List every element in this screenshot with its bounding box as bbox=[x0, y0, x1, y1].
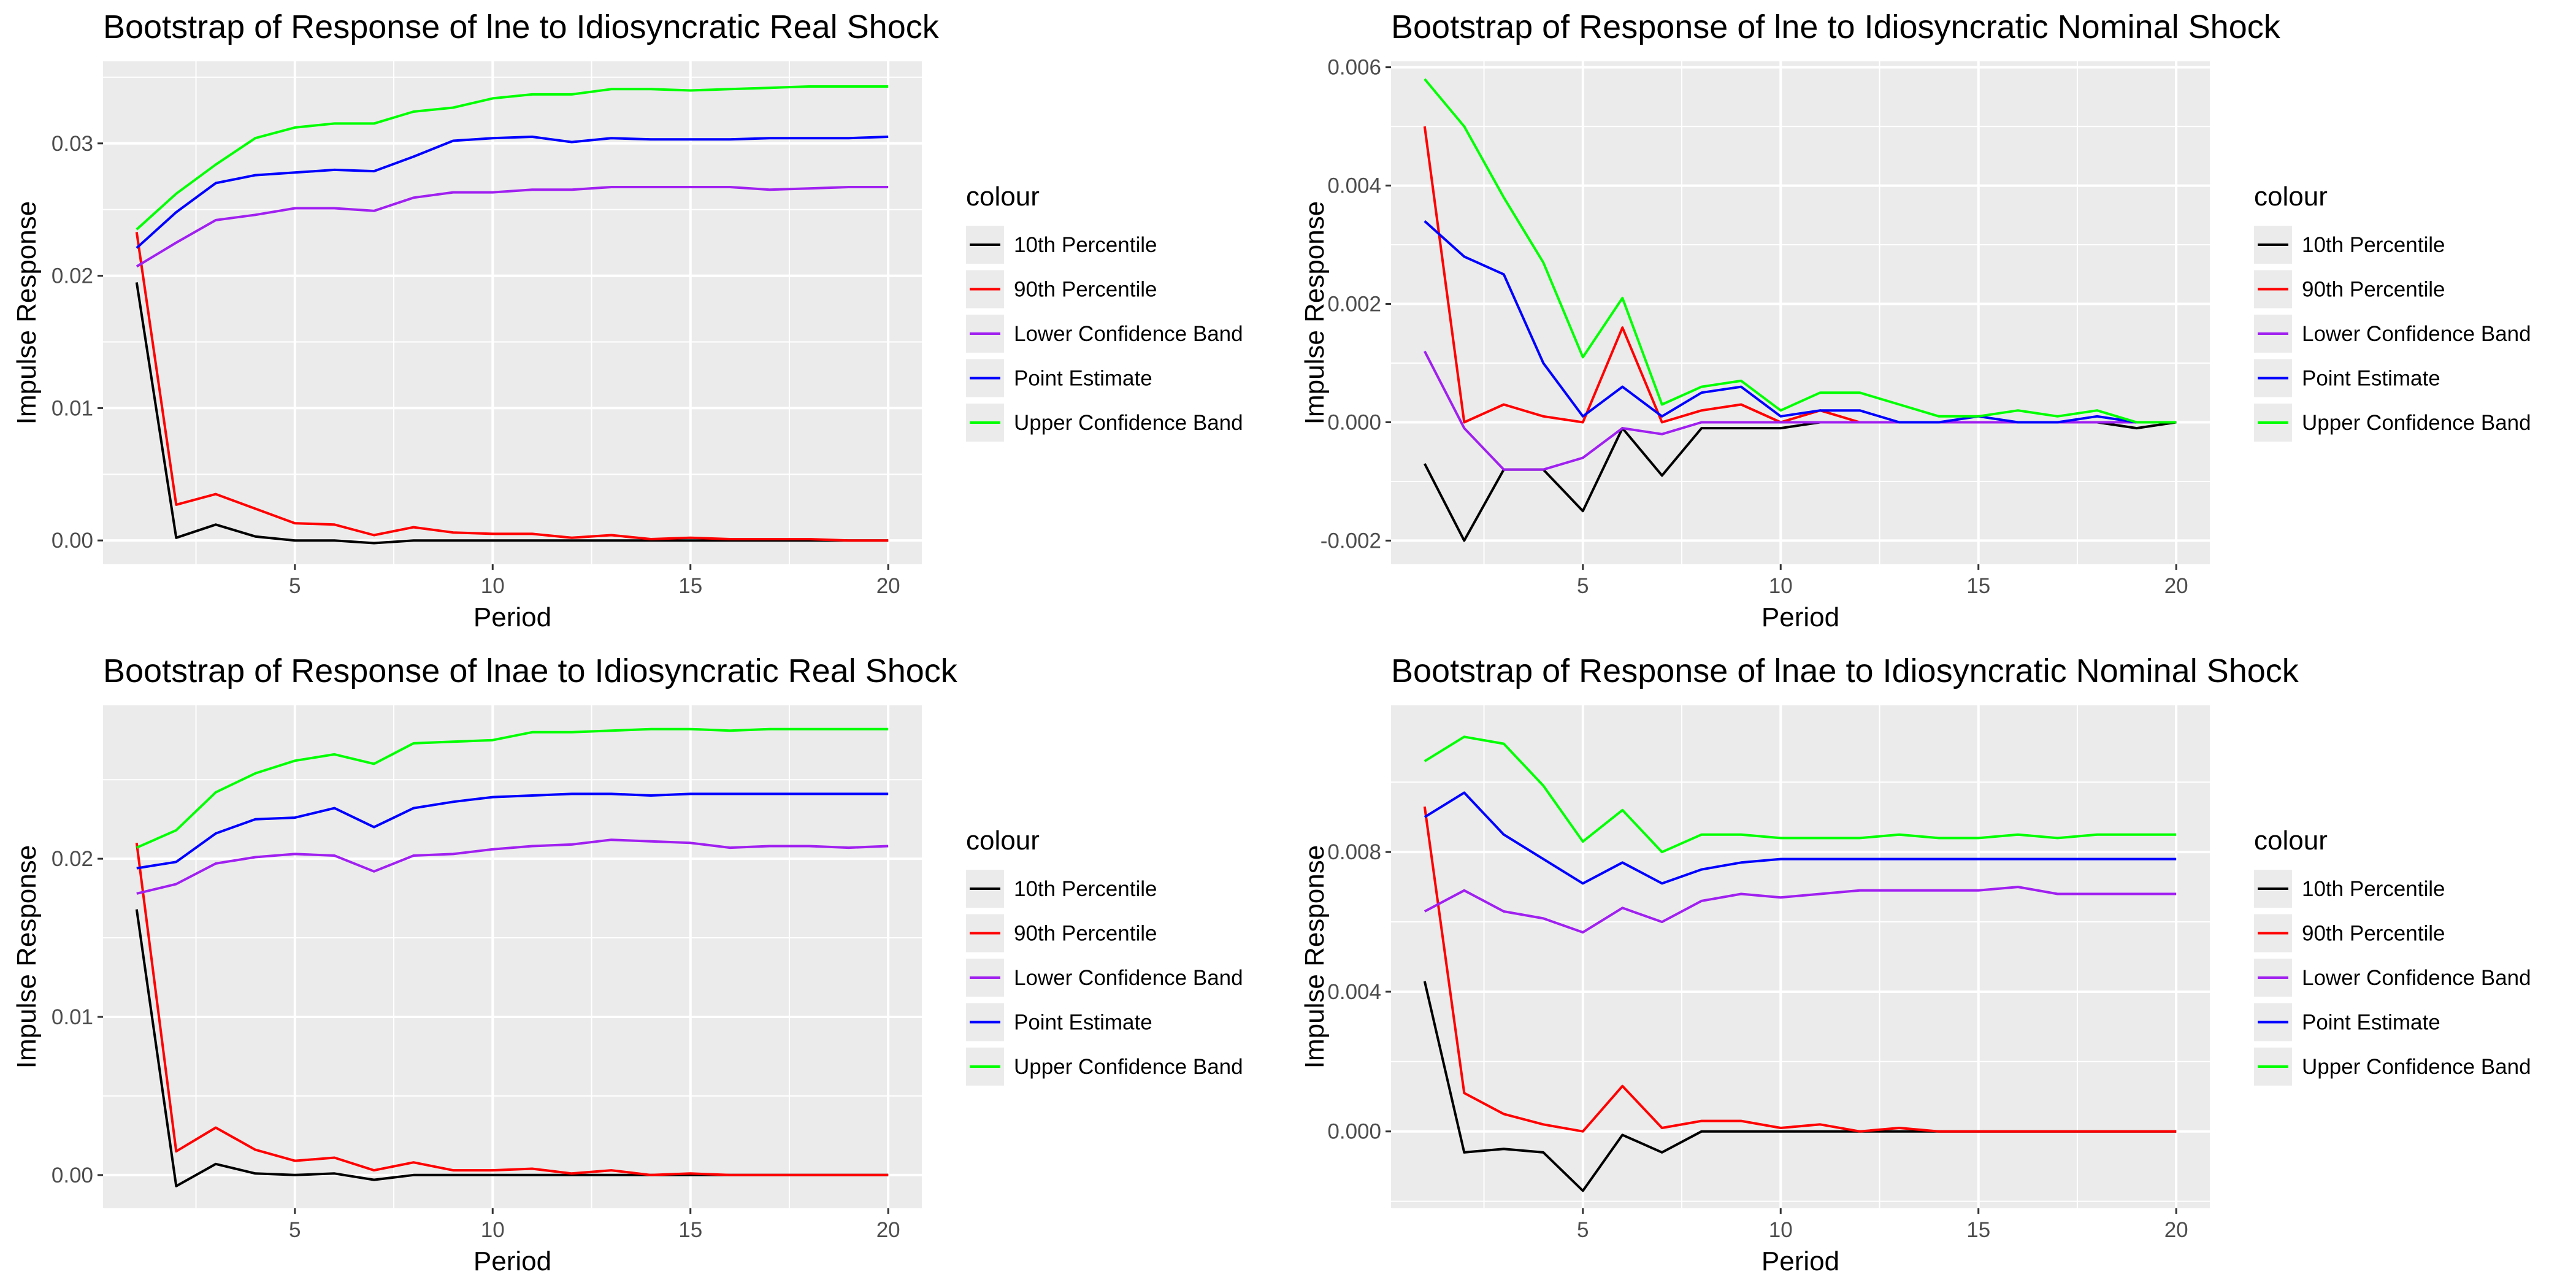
x-tick-label: 15 bbox=[678, 574, 702, 598]
x-tick-label: 10 bbox=[1769, 574, 1793, 598]
legend-title: colour bbox=[2254, 182, 2328, 212]
x-axis-title: Period bbox=[1761, 1246, 1839, 1276]
series-line-upper-confidence-band bbox=[1424, 78, 2177, 424]
x-axis-title: Period bbox=[473, 602, 551, 632]
chart-panel-lnae-real: Bootstrap of Response of lnae to Idiosyn… bbox=[0, 644, 1288, 1288]
y-tick-label: 0.00 bbox=[52, 529, 93, 553]
legend-label: 10th Percentile bbox=[1014, 877, 1157, 901]
y-tick-label: 0.02 bbox=[52, 264, 93, 288]
legend-title: colour bbox=[966, 826, 1040, 856]
y-tick-label: 0.006 bbox=[1327, 56, 1381, 80]
series-line-upper-confidence-band bbox=[1424, 735, 2177, 854]
x-axis-title: Period bbox=[473, 1246, 551, 1276]
x-tick-label: 20 bbox=[876, 574, 900, 598]
chart-panel-lnae-nominal: Bootstrap of Response of lnae to Idiosyn… bbox=[1288, 644, 2576, 1288]
chart-svg: Bootstrap of Response of lnae to Idiosyn… bbox=[12, 653, 1243, 1276]
x-tick-label: 15 bbox=[1966, 574, 1990, 598]
x-tick-label: 10 bbox=[1769, 1218, 1793, 1242]
series-line-90th-percentile bbox=[1423, 806, 2177, 1133]
y-tick-label: 0.008 bbox=[1327, 840, 1381, 864]
series-line-lower-confidence-band bbox=[1424, 886, 2177, 934]
x-tick-label: 5 bbox=[289, 1218, 301, 1242]
legend-label: 90th Percentile bbox=[2302, 278, 2445, 302]
chart-title: Bootstrap of Response of lne to Idiosync… bbox=[1391, 9, 2281, 45]
x-tick-label: 20 bbox=[2164, 1218, 2188, 1242]
series-line-90th-percentile bbox=[135, 232, 889, 542]
series-line-10th-percentile bbox=[135, 282, 889, 545]
series-line-upper-confidence-band bbox=[136, 85, 889, 231]
chart-title: Bootstrap of Response of lnae to Idiosyn… bbox=[103, 653, 958, 689]
legend-label: 90th Percentile bbox=[1014, 278, 1157, 302]
y-tick-label: 0.000 bbox=[1327, 410, 1381, 434]
legend-label: Lower Confidence Band bbox=[1014, 322, 1243, 346]
legend-label: 90th Percentile bbox=[2302, 922, 2445, 946]
y-axis-title: Impulse Response bbox=[12, 845, 42, 1068]
legend-label: Point Estimate bbox=[1014, 1011, 1152, 1035]
series-line-lower-confidence-band bbox=[136, 838, 889, 895]
chart-panel-lne-nominal: Bootstrap of Response of lne to Idiosync… bbox=[1288, 0, 2576, 644]
legend-label: Lower Confidence Band bbox=[1014, 966, 1243, 990]
legend-title: colour bbox=[966, 182, 1040, 212]
y-tick-label: 0.000 bbox=[1327, 1120, 1381, 1144]
chart-svg: Bootstrap of Response of lnae to Idiosyn… bbox=[1300, 653, 2531, 1276]
legend-label: 10th Percentile bbox=[2302, 877, 2445, 901]
plot-background bbox=[103, 61, 922, 564]
x-tick-label: 5 bbox=[289, 574, 301, 598]
legend-label: Upper Confidence Band bbox=[1014, 411, 1243, 435]
legend-label: Upper Confidence Band bbox=[2302, 1055, 2531, 1079]
chart-title: Bootstrap of Response of lne to Idiosync… bbox=[103, 9, 940, 45]
x-tick-label: 5 bbox=[1577, 1218, 1589, 1242]
legend-label: Point Estimate bbox=[1014, 367, 1152, 391]
legend-label: Point Estimate bbox=[2302, 367, 2440, 391]
y-axis-title: Impulse Response bbox=[1300, 201, 1330, 424]
series-line-point-estimate bbox=[136, 136, 889, 249]
plot-background bbox=[1391, 705, 2210, 1208]
y-tick-label: 0.01 bbox=[52, 396, 93, 420]
series-line-point-estimate bbox=[1424, 791, 2177, 885]
legend-title: colour bbox=[2254, 826, 2328, 856]
legend-label: 10th Percentile bbox=[2302, 233, 2445, 257]
x-tick-label: 20 bbox=[876, 1218, 900, 1242]
legend-label: 10th Percentile bbox=[1014, 233, 1157, 257]
y-tick-label: 0.02 bbox=[52, 847, 93, 871]
y-axis-title: Impulse Response bbox=[1300, 845, 1330, 1068]
x-tick-label: 15 bbox=[1966, 1218, 1990, 1242]
x-tick-label: 10 bbox=[481, 1218, 505, 1242]
chart-panel-lne-real: Bootstrap of Response of lne to Idiosync… bbox=[0, 0, 1288, 644]
y-tick-label: 0.002 bbox=[1327, 293, 1381, 316]
x-axis-title: Period bbox=[1761, 602, 1839, 632]
series-line-upper-confidence-band bbox=[136, 727, 889, 849]
y-tick-label: 0.004 bbox=[1327, 174, 1381, 198]
y-axis-title: Impulse Response bbox=[12, 201, 42, 424]
y-tick-label: 0.00 bbox=[52, 1163, 93, 1187]
chart-svg: Bootstrap of Response of lne to Idiosync… bbox=[1300, 9, 2531, 632]
chart-title: Bootstrap of Response of lnae to Idiosyn… bbox=[1391, 653, 2299, 689]
series-line-point-estimate bbox=[1424, 220, 2177, 424]
x-tick-label: 5 bbox=[1577, 574, 1589, 598]
legend-label: 90th Percentile bbox=[1014, 922, 1157, 946]
x-tick-label: 15 bbox=[678, 1218, 702, 1242]
legend-label: Lower Confidence Band bbox=[2302, 966, 2531, 990]
x-tick-label: 10 bbox=[481, 574, 505, 598]
series-line-90th-percentile bbox=[135, 843, 889, 1176]
legend-label: Point Estimate bbox=[2302, 1011, 2440, 1035]
y-tick-label: -0.002 bbox=[1321, 529, 1381, 553]
y-tick-label: 0.01 bbox=[52, 1005, 93, 1029]
y-tick-label: 0.004 bbox=[1327, 980, 1381, 1004]
legend-label: Lower Confidence Band bbox=[2302, 322, 2531, 346]
chart-svg: Bootstrap of Response of lne to Idiosync… bbox=[12, 9, 1243, 632]
x-tick-label: 20 bbox=[2164, 574, 2188, 598]
series-line-point-estimate bbox=[136, 792, 889, 870]
series-line-lower-confidence-band bbox=[136, 186, 889, 268]
plot-background bbox=[1391, 61, 2210, 564]
legend-label: Upper Confidence Band bbox=[2302, 411, 2531, 435]
plot-background bbox=[103, 705, 922, 1208]
legend-label: Upper Confidence Band bbox=[1014, 1055, 1243, 1079]
y-tick-label: 0.03 bbox=[52, 132, 93, 156]
